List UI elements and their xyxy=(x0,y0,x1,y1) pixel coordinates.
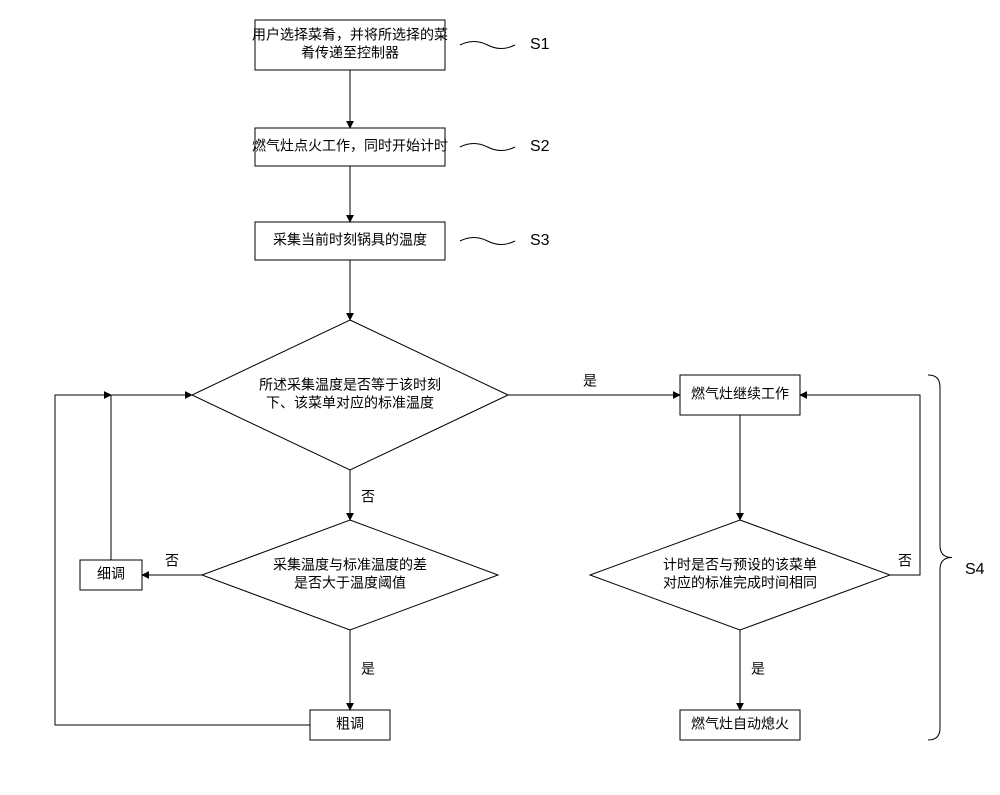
svg-text:是: 是 xyxy=(361,661,375,677)
svg-text:肴传递至控制器: 肴传递至控制器 xyxy=(301,45,399,61)
svg-text:是否大于温度阈值: 是否大于温度阈值 xyxy=(294,575,406,591)
svg-text:计时是否与预设的该菜单: 计时是否与预设的该菜单 xyxy=(663,557,817,573)
svg-text:燃气灶点火工作，同时开始计时: 燃气灶点火工作，同时开始计时 xyxy=(252,138,448,154)
svg-text:细调: 细调 xyxy=(97,566,125,582)
svg-text:用户选择菜肴，并将所选择的菜: 用户选择菜肴，并将所选择的菜 xyxy=(252,27,448,43)
flowchart-canvas: 用户选择菜肴，并将所选择的菜肴传递至控制器燃气灶点火工作，同时开始计时采集当前时… xyxy=(0,0,1000,795)
svg-text:否: 否 xyxy=(361,489,375,505)
step-label-s2: S2 xyxy=(530,138,550,155)
svg-text:采集当前时刻锅具的温度: 采集当前时刻锅具的温度 xyxy=(273,232,427,248)
svg-text:否: 否 xyxy=(898,553,912,569)
step-label-s4: S4 xyxy=(965,561,985,578)
edge-9 xyxy=(800,395,920,575)
step-label-s1: S1 xyxy=(530,36,550,53)
svg-text:下、该菜单对应的标准温度: 下、该菜单对应的标准温度 xyxy=(266,395,434,411)
svg-text:否: 否 xyxy=(165,553,179,569)
svg-text:所述采集温度是否等于该时刻: 所述采集温度是否等于该时刻 xyxy=(259,377,441,393)
bracket-s4 xyxy=(928,375,952,740)
svg-text:燃气灶自动熄火: 燃气灶自动熄火 xyxy=(691,716,789,732)
step-label-s3: S3 xyxy=(530,232,550,249)
edge-10 xyxy=(111,395,192,560)
svg-text:是: 是 xyxy=(583,373,597,389)
svg-text:采集温度与标准温度的差: 采集温度与标准温度的差 xyxy=(273,557,427,573)
svg-text:对应的标准完成时间相同: 对应的标准完成时间相同 xyxy=(663,575,817,591)
svg-text:是: 是 xyxy=(751,661,765,677)
svg-text:粗调: 粗调 xyxy=(336,716,364,732)
wave-s2 xyxy=(460,144,515,151)
wave-s1 xyxy=(460,42,515,49)
wave-s3 xyxy=(460,238,515,245)
svg-text:燃气灶继续工作: 燃气灶继续工作 xyxy=(691,386,789,402)
